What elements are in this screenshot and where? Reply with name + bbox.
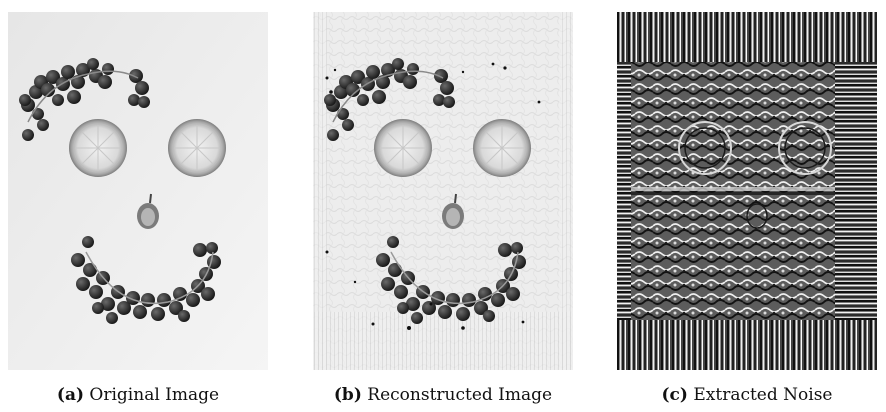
caption-tag: (a) [56,385,85,405]
reconstructed-image [313,12,573,370]
caption-extracted-noise: (c) Extracted Noise [597,385,886,405]
caption-reconstructed-image: (b) Reconstructed Image [293,385,593,405]
extracted-noise [617,12,877,370]
extracted-noise-panel [617,12,877,370]
caption-tag: (c) [661,385,688,405]
caption-tag: (b) [333,385,362,405]
caption-label: Original Image [89,385,220,405]
caption-label: Extracted Noise [693,385,833,405]
original-image-panel [8,12,268,370]
original-image [8,12,268,370]
caption-label: Reconstructed Image [367,385,553,405]
reconstructed-image-panel [313,12,573,370]
caption-original-image: (a) Original Image [0,385,288,405]
